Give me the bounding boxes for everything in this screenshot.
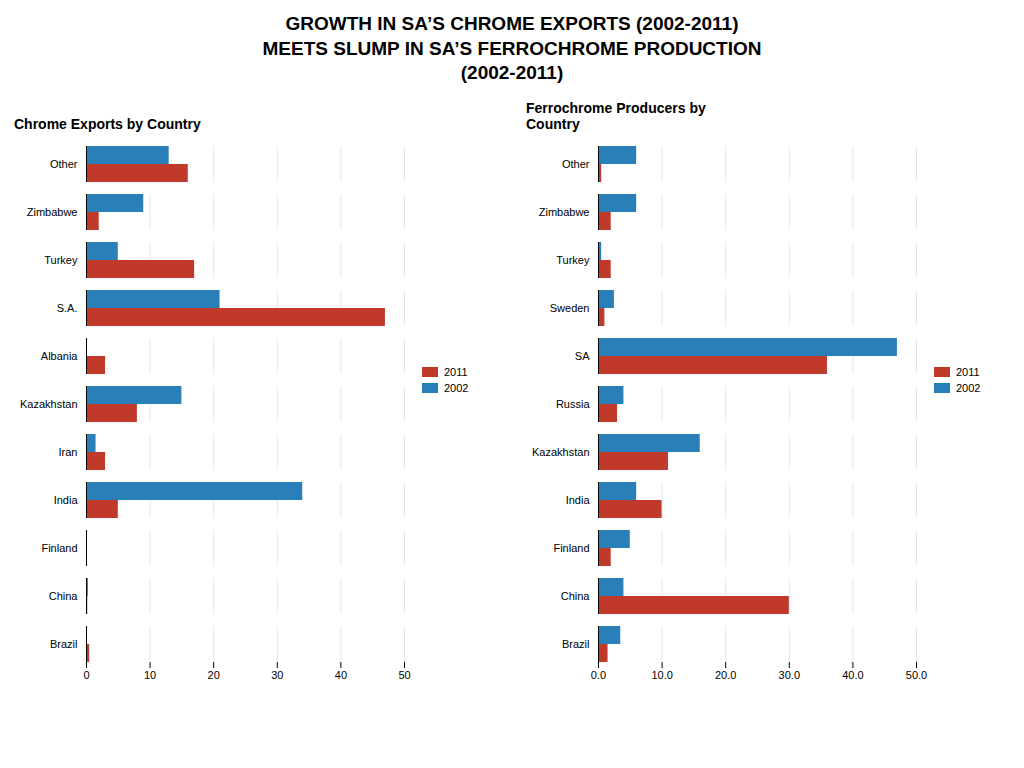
svg-text:30.0: 30.0 xyxy=(779,669,800,681)
svg-text:Brazil: Brazil xyxy=(50,638,78,650)
svg-text:China: China xyxy=(49,590,79,602)
svg-text:Other: Other xyxy=(50,158,78,170)
svg-text:50: 50 xyxy=(398,669,410,681)
svg-text:50.0: 50.0 xyxy=(906,669,927,681)
svg-text:Finland: Finland xyxy=(41,542,77,554)
svg-text:Sweden: Sweden xyxy=(550,302,590,314)
svg-text:Zimbabwe: Zimbabwe xyxy=(27,206,78,218)
svg-text:Iran: Iran xyxy=(59,446,78,458)
html-text:2011: 2011 xyxy=(956,366,980,379)
svg-text:Other: Other xyxy=(562,158,590,170)
svg-text:Kazakhstan: Kazakhstan xyxy=(20,398,77,410)
svg-text:Albania: Albania xyxy=(41,350,79,362)
html-text:Ferrochrome Producers by Count: Ferrochrome Producers by Country xyxy=(526,100,706,133)
svg-text:S.A.: S.A. xyxy=(57,302,78,314)
svg-text:Turkey: Turkey xyxy=(556,254,590,266)
svg-text:40.0: 40.0 xyxy=(842,669,863,681)
svg-text:20.0: 20.0 xyxy=(715,669,736,681)
svg-text:China: China xyxy=(561,590,591,602)
svg-text:Brazil: Brazil xyxy=(562,638,590,650)
svg-text:10: 10 xyxy=(144,669,156,681)
svg-text:40: 40 xyxy=(335,669,347,681)
svg-text:Zimbabwe: Zimbabwe xyxy=(539,206,590,218)
svg-text:Finland: Finland xyxy=(553,542,589,554)
svg-text:Turkey: Turkey xyxy=(44,254,78,266)
svg-text:20: 20 xyxy=(208,669,220,681)
svg-text:10.0: 10.0 xyxy=(651,669,672,681)
svg-text:SA: SA xyxy=(575,350,590,362)
html-text:2002: 2002 xyxy=(956,382,981,395)
svg-text:Kazakhstan: Kazakhstan xyxy=(532,446,589,458)
svg-text:Russia: Russia xyxy=(556,398,591,410)
html-text:2002: 2002 xyxy=(444,382,469,395)
html-text:2011: 2011 xyxy=(444,366,468,379)
svg-text:30: 30 xyxy=(271,669,283,681)
svg-text:India: India xyxy=(54,494,79,506)
svg-text:India: India xyxy=(566,494,591,506)
html-text:Chrome Exports by Country: Chrome Exports by Country xyxy=(14,116,201,133)
svg-text:0.0: 0.0 xyxy=(591,669,606,681)
html-text:GROWTH IN SA’S CHROME EXPORTS: GROWTH IN SA’S CHROME EXPORTS (2002-2011… xyxy=(262,13,762,84)
svg-text:0: 0 xyxy=(83,669,89,681)
